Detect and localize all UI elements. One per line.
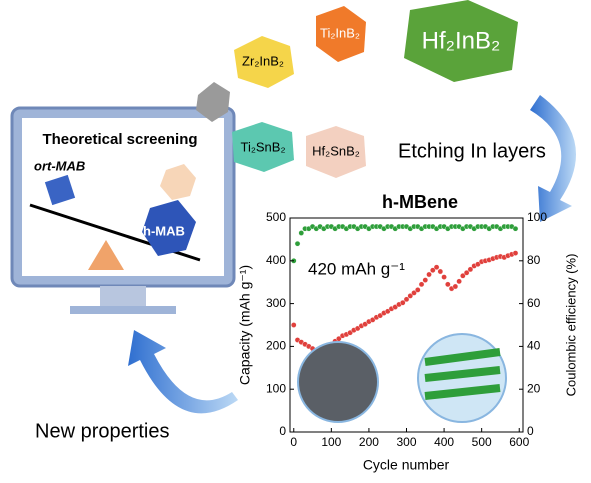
point <box>452 283 459 290</box>
hexagon <box>316 6 366 62</box>
y-tick-label: 0 <box>279 424 286 438</box>
point <box>407 293 414 299</box>
y2-axis-label: Coulombic efficiency (%) <box>563 254 578 397</box>
point <box>512 250 519 256</box>
sem-image <box>297 341 379 423</box>
point <box>418 281 425 288</box>
y-tick-label: 400 <box>266 253 286 267</box>
x-tick-label: 500 <box>472 435 492 449</box>
point <box>414 287 421 293</box>
point <box>456 278 462 285</box>
y-tick-label: 300 <box>266 296 286 310</box>
x-tick-label: 200 <box>359 435 379 449</box>
point <box>422 277 429 283</box>
hexagon <box>232 122 294 172</box>
point <box>290 322 297 328</box>
point <box>294 240 301 247</box>
point <box>426 271 432 278</box>
x-axis-label: Cycle number <box>363 457 450 473</box>
y2-tick-label: 80 <box>527 253 541 267</box>
point <box>399 299 406 306</box>
y2-tick-label: 60 <box>527 296 541 310</box>
arrow <box>530 95 576 222</box>
hexagon <box>306 126 366 178</box>
fulcrum <box>88 240 124 270</box>
point <box>441 274 447 280</box>
y-tick-label: 100 <box>266 381 286 395</box>
point <box>433 264 440 271</box>
point <box>403 296 410 303</box>
y2-tick-label: 0 <box>527 424 534 438</box>
screen-title: Theoretical screening <box>42 131 197 148</box>
y-tick-label: 500 <box>266 210 286 224</box>
h-label: h-MAB <box>143 223 185 238</box>
y2-tick-label: 100 <box>527 210 547 224</box>
hexagon <box>234 36 294 88</box>
y-tick-label: 200 <box>266 339 286 353</box>
marks <box>290 223 519 355</box>
point <box>512 225 519 232</box>
x-tick-label: 0 <box>290 435 297 449</box>
point <box>437 268 444 275</box>
y2-tick-label: 40 <box>527 339 541 353</box>
chart-title: h-MBene <box>382 192 458 212</box>
point <box>445 281 451 288</box>
point <box>467 266 474 273</box>
y2-tick-label: 20 <box>527 381 541 395</box>
point <box>460 272 466 279</box>
point <box>298 230 305 236</box>
gray-hexagon <box>196 82 230 122</box>
hexagon-label: Hf₂InB₂ <box>422 27 501 54</box>
point <box>411 290 417 296</box>
structure-layers <box>424 348 501 400</box>
small-hexagon <box>160 164 196 200</box>
etching-label: Etching In layers <box>398 140 546 162</box>
x-tick-label: 300 <box>396 435 416 449</box>
new-properties-label: New properties <box>35 420 170 442</box>
monitor-neck <box>100 286 146 308</box>
annotation: 420 mAh g⁻¹ <box>308 259 405 278</box>
monitor-base <box>70 306 176 314</box>
hexagon-label: Ti₂SnB₂ <box>240 139 285 154</box>
hexagon-label: Zr₂InB₂ <box>242 53 284 68</box>
ort-cube <box>44 174 76 206</box>
x-tick-label: 600 <box>509 435 529 449</box>
ort-label: ort-MAB <box>34 158 85 173</box>
y-axis-label: Capacity (mAh g⁻¹) <box>237 265 253 385</box>
point <box>463 269 470 276</box>
hexagon-label: Ti₂InB₂ <box>320 25 360 40</box>
hexagon-label: Hf₂SnB₂ <box>312 143 360 158</box>
x-tick-label: 400 <box>434 435 454 449</box>
hexagon <box>404 0 518 82</box>
x-tick-label: 100 <box>321 435 341 449</box>
h-hexagon <box>142 200 196 256</box>
arrow <box>128 330 238 414</box>
point <box>430 267 436 274</box>
